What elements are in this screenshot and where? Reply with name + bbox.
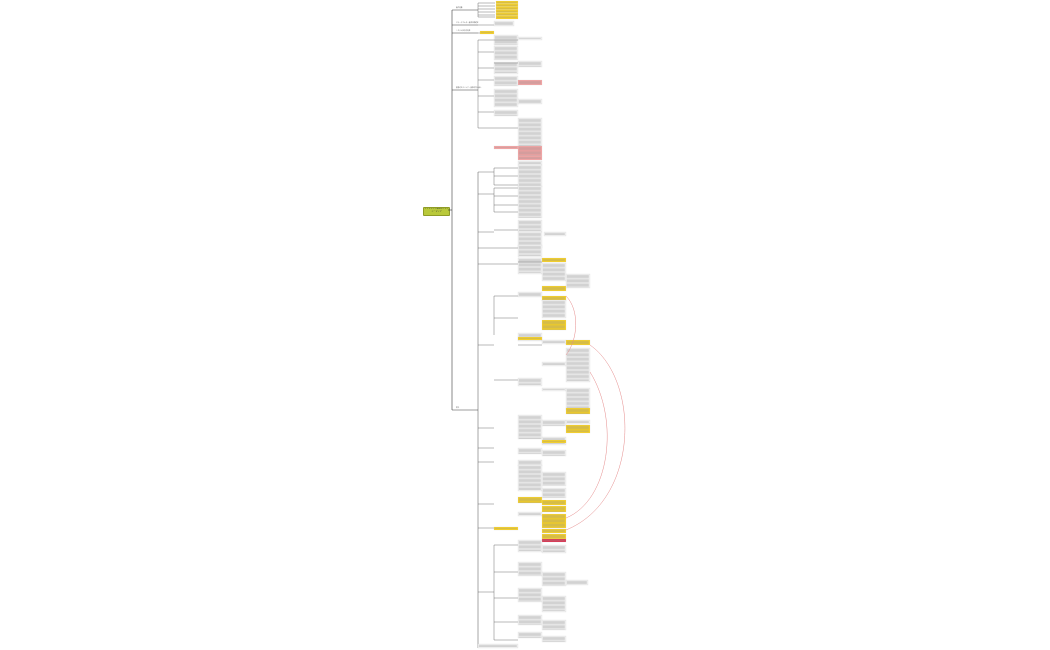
relation-arc <box>565 344 626 531</box>
topic-node <box>541 387 567 392</box>
topic-node <box>495 3 519 7</box>
topic-node <box>479 30 495 35</box>
topic-node <box>517 36 543 41</box>
topic-node <box>493 145 519 150</box>
branch-label-stakeholders[interactable]: ステークホルダー要求の明確化 <box>456 23 479 24</box>
topic-node <box>565 424 591 434</box>
topic-node <box>541 544 567 554</box>
topic-node <box>477 643 519 649</box>
topic-node <box>495 6 519 10</box>
topic-node <box>517 414 543 440</box>
topic-node <box>541 361 567 367</box>
branch-label-modeling[interactable]: 業務のモデリング・要求の洗い出し <box>456 88 482 89</box>
topic-node <box>565 273 591 289</box>
topic-node <box>565 387 591 411</box>
topic-node <box>565 407 591 415</box>
topic-node <box>541 439 567 444</box>
topic-node <box>541 339 567 345</box>
topic-node <box>517 377 543 387</box>
topic-node <box>517 511 543 517</box>
topic-node <box>541 505 567 513</box>
topic-node <box>541 528 567 534</box>
topic-node <box>517 561 543 577</box>
topic-node <box>517 117 543 147</box>
topic-node <box>493 526 519 531</box>
topic-node <box>541 635 567 643</box>
topic-node <box>517 185 543 219</box>
topic-node <box>517 164 543 188</box>
topic-node <box>517 631 543 639</box>
topic-node <box>541 538 567 543</box>
topic-node <box>493 45 519 61</box>
topic-node <box>541 571 567 587</box>
topic-node <box>565 419 591 425</box>
topic-node <box>495 12 519 16</box>
topic-node <box>517 160 543 166</box>
topic-node <box>495 9 519 13</box>
topic-node <box>517 60 543 68</box>
topic-node <box>517 336 543 341</box>
topic-node <box>541 257 567 263</box>
topic-node <box>493 109 519 117</box>
branch-label-requirements[interactable]: 要件定義 <box>456 8 463 9</box>
topic-node <box>495 0 519 4</box>
topic-node <box>543 231 567 237</box>
topic-node <box>517 587 543 603</box>
topic-node <box>541 513 567 529</box>
topic-node <box>541 471 567 487</box>
topic-node <box>495 15 519 20</box>
topic-node <box>541 595 567 613</box>
relation-arc <box>565 295 576 356</box>
topic-node <box>541 449 567 457</box>
relation-arc <box>565 371 608 519</box>
branch-label-design[interactable]: 設計 <box>456 408 460 409</box>
branch-label-direction[interactable]: システム化の方向性 <box>456 31 471 32</box>
root-topic[interactable]: ソフトウエア開発のナレッジ・マップ <box>423 207 450 216</box>
topic-node <box>517 155 543 161</box>
